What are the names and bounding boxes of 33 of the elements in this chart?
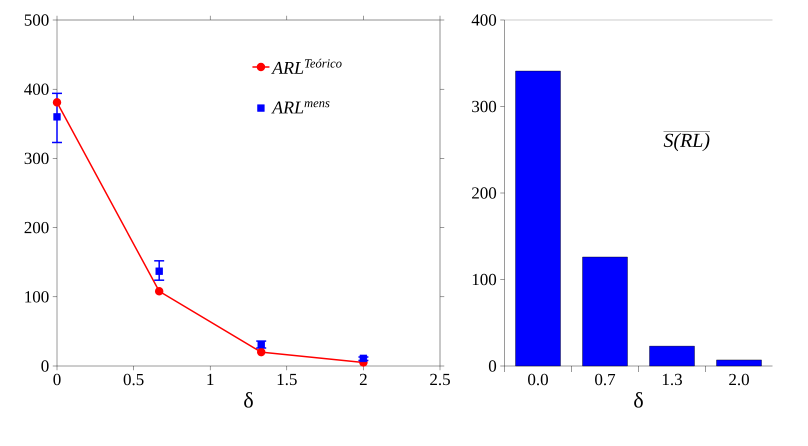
x-tick-label: 2.5 (430, 374, 450, 386)
y-tick-label: 100 (25, 291, 49, 303)
y-tick-label: 200 (24, 222, 49, 234)
point (156, 268, 163, 275)
legend-label: ARL$^{Teórico}$ (271, 58, 342, 74)
x-tick-label: 0.5 (124, 374, 144, 386)
x-tick-label: 1 (207, 374, 214, 385)
y-tick-label: 0 (488, 360, 496, 372)
x-tick-label: 0 (53, 374, 61, 386)
point (154, 287, 164, 296)
point (53, 113, 61, 121)
y-tick-label: 400 (472, 14, 496, 26)
x-axis-title: δ (244, 392, 253, 408)
x-tick-label: 1.3 (662, 374, 682, 386)
point (256, 348, 266, 356)
y-tick-label: 300 (24, 152, 49, 164)
x-tick-label: 0.7 (595, 374, 616, 386)
y-tick-label: 100 (472, 274, 496, 286)
y-tick-label: 400 (24, 83, 49, 95)
x-axis-title: δ (634, 392, 643, 408)
y-tick-label: 200 (472, 187, 496, 199)
x-tick-label: 2 (360, 374, 367, 385)
point (52, 98, 62, 107)
legend-label: ARL$^{mens}$ (271, 101, 330, 114)
x-tick-label: 1.5 (278, 374, 297, 386)
y-tick-label: 0 (41, 360, 49, 372)
point (258, 340, 265, 348)
x-tick-label: 2.0 (729, 374, 749, 386)
annotation: S(RL) (664, 133, 710, 152)
y-tick-label: 500 (24, 14, 49, 26)
y-tick-label: 300 (472, 100, 496, 112)
x-tick-label: 0.0 (528, 374, 548, 386)
point (360, 354, 368, 362)
